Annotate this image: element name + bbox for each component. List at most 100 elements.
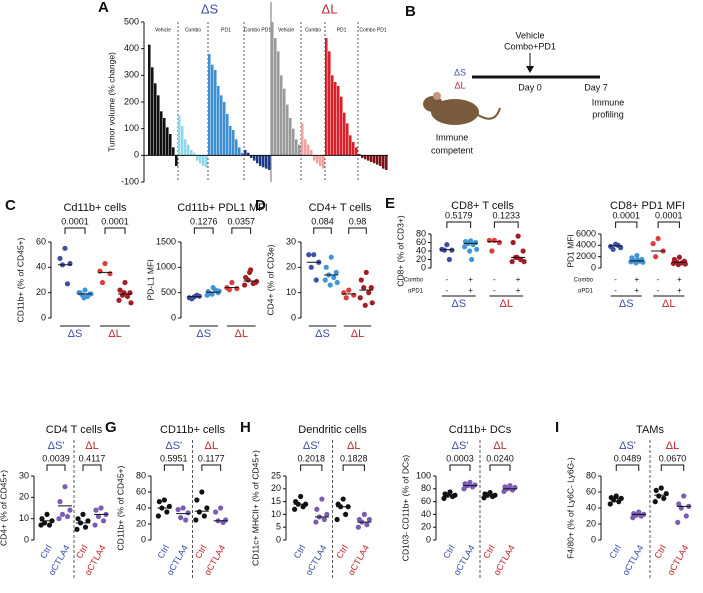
group-label: ΔS' — [165, 440, 182, 452]
y-axis-label: CD4+ (% of CD45+) — [0, 470, 8, 546]
bar — [361, 155, 364, 158]
series-label: PD1 — [337, 27, 347, 33]
y-tick-label: 20 — [36, 287, 46, 297]
point — [462, 244, 468, 250]
point — [82, 287, 88, 293]
point — [653, 487, 659, 493]
mouse-ear — [433, 92, 441, 100]
point — [509, 259, 515, 265]
bar — [238, 147, 241, 156]
bar — [325, 38, 328, 156]
chart-title: Cd11b+ DCs — [449, 424, 512, 436]
bar — [283, 88, 286, 156]
bar — [298, 144, 301, 156]
x-tick-label: αCTLA4 — [620, 543, 645, 577]
point — [313, 277, 319, 283]
bar — [169, 134, 172, 156]
point — [46, 522, 53, 528]
bracket — [193, 227, 214, 234]
bar — [244, 150, 247, 156]
point — [242, 282, 248, 288]
y-tick-label: 0 — [171, 312, 176, 322]
bar — [286, 104, 289, 156]
y-tick-label: 0 — [276, 534, 281, 544]
bar — [211, 64, 214, 156]
row-mark: + — [516, 286, 521, 295]
group-label: ΔS — [619, 298, 634, 310]
y-axis-label: CD4+ (% of CD3e) — [265, 244, 275, 315]
point — [194, 497, 200, 503]
point — [76, 290, 82, 296]
p-value: 0.1233 — [492, 210, 520, 220]
chart-title: Dendritic cells — [298, 424, 367, 436]
bar — [208, 54, 211, 156]
bar — [184, 139, 187, 156]
point — [226, 287, 232, 293]
group-label: ΔS — [451, 298, 466, 310]
y-tick-label: 200 — [124, 96, 139, 106]
bar — [181, 126, 184, 156]
row-mark: - — [493, 286, 496, 295]
y-tick-label: 500 — [161, 287, 176, 297]
point — [216, 288, 222, 294]
y-tick-label: 10 — [286, 287, 296, 297]
point — [628, 259, 634, 265]
x-tick-label: Ctrl — [292, 543, 308, 560]
point — [311, 252, 317, 258]
point — [515, 233, 521, 239]
y-tick-label: 30 — [286, 236, 296, 246]
y-axis-label: PD-L1 MFI — [145, 259, 155, 300]
point — [441, 495, 447, 501]
row-mark: - — [493, 275, 496, 284]
bar — [367, 155, 370, 161]
group-label: ΔS — [315, 328, 330, 340]
x-tick-label: Ctrl — [481, 543, 497, 560]
bar — [364, 155, 367, 160]
point — [155, 513, 161, 519]
y-tick-label: 80 — [136, 470, 146, 480]
mouse-body — [431, 99, 479, 125]
point — [327, 282, 333, 288]
bracket — [489, 464, 511, 471]
x-tick-label: Ctrl — [652, 543, 668, 560]
point — [369, 300, 375, 306]
point — [97, 268, 103, 274]
model: Immune — [436, 132, 469, 142]
group-label: ΔS' — [48, 440, 65, 452]
point — [67, 507, 73, 513]
bar — [292, 128, 295, 156]
bar — [253, 155, 256, 161]
point — [204, 292, 210, 298]
point — [116, 297, 122, 303]
point — [204, 505, 210, 511]
point — [341, 290, 347, 296]
point — [333, 269, 339, 275]
p-value: 0.0001 — [101, 216, 129, 226]
point — [189, 296, 195, 302]
strain: ΔS — [454, 67, 466, 77]
bar — [382, 155, 385, 169]
point — [331, 274, 337, 281]
row-label: Combo — [574, 278, 594, 284]
point — [607, 501, 613, 507]
point — [449, 493, 456, 500]
point — [95, 513, 102, 520]
bar — [154, 83, 157, 156]
point — [117, 287, 123, 293]
point — [364, 522, 370, 528]
p-value: 0.0003 — [446, 453, 474, 463]
point — [38, 522, 44, 528]
point — [175, 507, 181, 513]
bracket — [64, 227, 86, 234]
y-tick-label: 300 — [124, 70, 139, 80]
point — [630, 515, 636, 521]
y-tick-label: 1000 — [156, 262, 176, 272]
point — [357, 295, 363, 301]
point — [292, 506, 298, 512]
point — [343, 511, 349, 517]
y-tick-label: 60 — [416, 237, 426, 247]
bar — [265, 155, 268, 169]
point — [470, 242, 476, 248]
group-label: ΔS' — [452, 440, 469, 452]
panel-label: B — [405, 3, 416, 20]
